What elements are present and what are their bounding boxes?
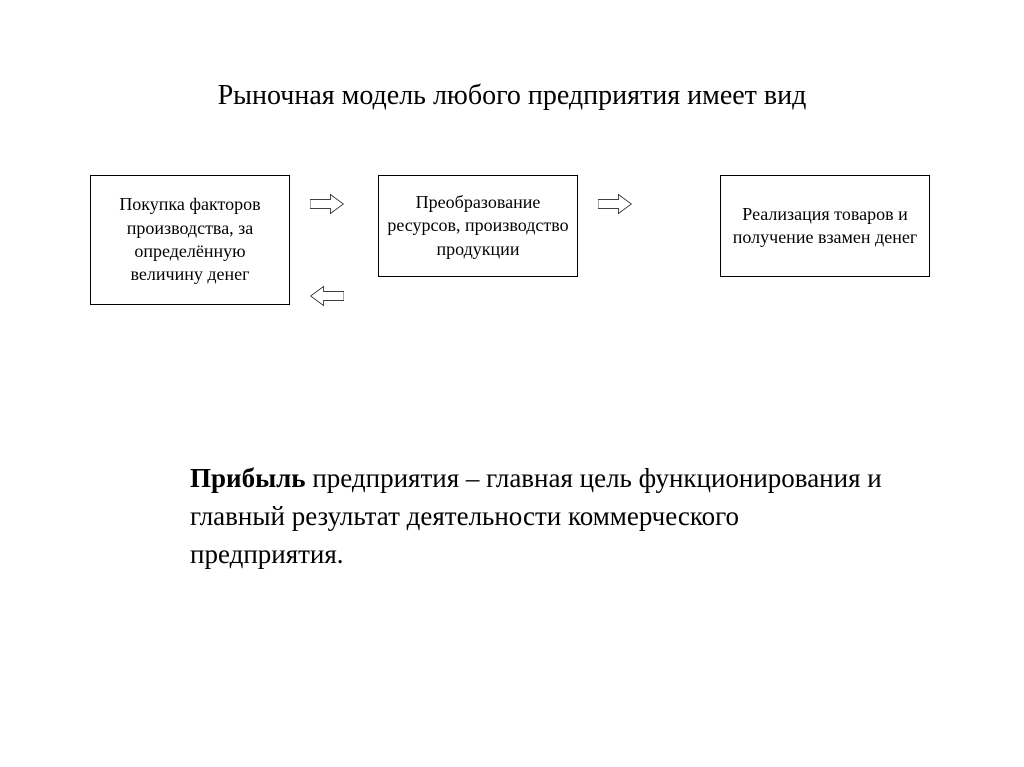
slide-title: Рыночная модель любого предприятия имеет… [0,80,1024,112]
summary-paragraph: Прибыль предприятия – главная цель функц… [190,460,890,573]
market-model-flowchart: Покупка факторов производства, за опреде… [0,175,1024,335]
arrow-right-icon [598,193,632,215]
arrow-right-icon [310,193,344,215]
arrow-left-icon [310,285,344,307]
flowchart-node-n1: Покупка факторов производства, за опреде… [90,175,290,305]
summary-bold-word: Прибыль [190,463,306,493]
flowchart-node-n3: Реализация товаров и получение взамен де… [720,175,930,277]
flowchart-node-n2: Преобразование ресурсов, производство пр… [378,175,578,277]
